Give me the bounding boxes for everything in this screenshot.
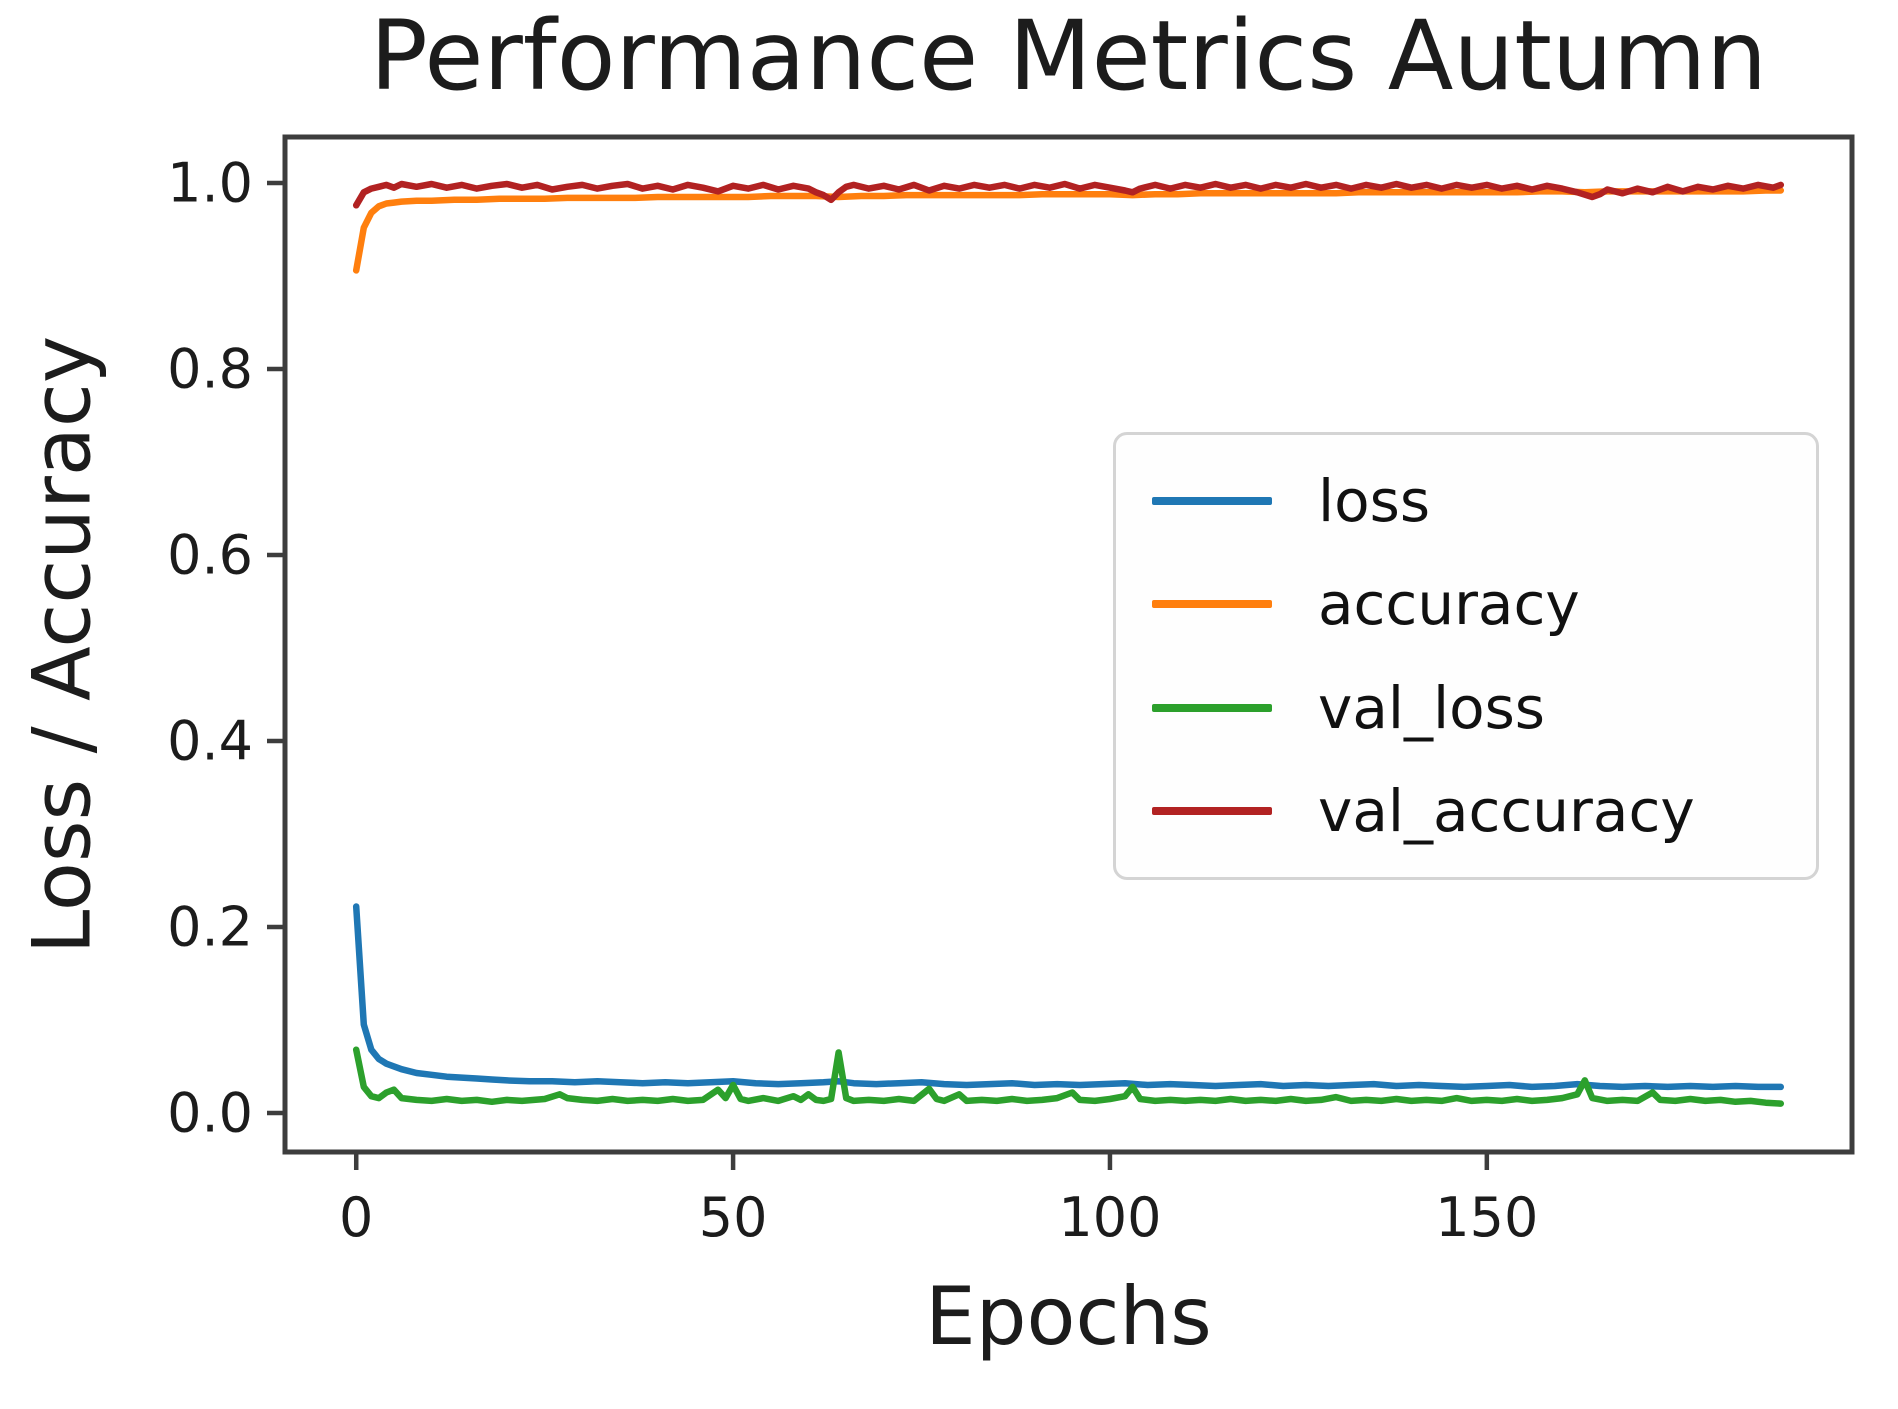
legend-swatch-accuracy [1152, 600, 1272, 609]
x-tick-label: 100 [1058, 1186, 1162, 1249]
legend-label: val_loss [1318, 673, 1546, 742]
series-line-loss [352, 903, 1785, 1091]
legend-item-accuracy: accuracy [1116, 575, 1816, 633]
legend-swatch-val_accuracy [1152, 807, 1272, 816]
series-line-val_accuracy [352, 180, 1785, 209]
y-tick-label: 0.0 [167, 1081, 253, 1145]
chart-title: Performance Metrics Autumn [369, 0, 1768, 112]
y-tick-label: 0.6 [167, 523, 253, 587]
x-axis-label: Epochs [925, 1270, 1212, 1363]
series-lines [352, 180, 1785, 1107]
y-tick-label: 0.8 [167, 337, 253, 401]
legend-swatch-val_loss [1152, 703, 1272, 712]
x-tick-label: 150 [1435, 1186, 1539, 1249]
legend-label: val_accuracy [1318, 777, 1695, 846]
legend-item-loss: loss [1116, 472, 1816, 530]
legend: loss accuracy val_loss val_accuracy [1113, 432, 1819, 880]
legend-swatch-loss [1152, 496, 1272, 505]
y-tick-label: 0.4 [167, 709, 253, 773]
legend-label: accuracy [1318, 570, 1580, 639]
x-tick-label: 50 [698, 1186, 768, 1249]
axis-ticks [267, 180, 1490, 1170]
series-line-val_loss [352, 1046, 1785, 1107]
y-tick-label: 1.0 [167, 151, 253, 215]
plot-frame [282, 134, 1855, 1155]
legend-item-val_loss: val_loss [1116, 679, 1816, 737]
y-tick-label: 0.2 [167, 895, 253, 959]
legend-label: loss [1318, 466, 1431, 535]
series-line-accuracy [352, 187, 1785, 274]
x-tick-label: 0 [339, 1186, 374, 1249]
legend-item-val_accuracy: val_accuracy [1116, 782, 1816, 840]
